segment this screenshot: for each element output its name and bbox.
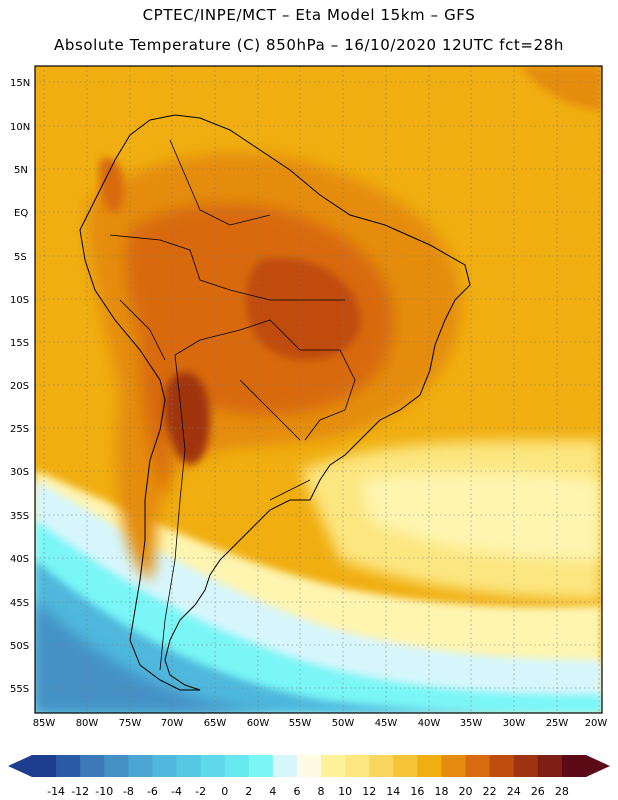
colorbar-swatch [224, 755, 250, 777]
lat-label: 55S [10, 684, 29, 695]
colorbar-tick-label: 20 [459, 785, 473, 798]
colorbar-tick-label: -8 [123, 785, 134, 798]
colorbar-tick-label: 8 [318, 785, 325, 798]
colorbar-swatch [80, 755, 105, 777]
colorbar-tick-label: 2 [245, 785, 252, 798]
colorbar-swatch [345, 755, 370, 777]
lon-label: 85W [33, 718, 56, 729]
colorbar-tick-label: -14 [47, 785, 65, 798]
lat-label: 45S [10, 598, 29, 609]
lon-label: 30W [503, 718, 526, 729]
colorbar-tick-label: -12 [71, 785, 89, 798]
temperature-field [35, 66, 602, 713]
lon-label: 20W [585, 718, 608, 729]
colorbar-swatch [296, 755, 322, 777]
lat-label: 15S [10, 338, 29, 349]
colorbar-tick-label: -4 [171, 785, 182, 798]
lat-label: 10N [10, 122, 30, 133]
south-america-coastline [79, 114, 471, 691]
country-borders [109, 139, 356, 671]
lon-label: 75W [119, 718, 142, 729]
colorbar-swatch [489, 755, 515, 777]
colorbar-tick-label: 10 [338, 785, 352, 798]
colorbar-tick-label: 28 [555, 785, 569, 798]
colorbar: -14 -12 -10 -8 -6 -4 -2 0 2 4 6 8 10 12 14 16 18 20 22 24 26… [8, 755, 610, 798]
colorbar-swatch [441, 755, 467, 777]
colorbar-swatch [537, 755, 563, 777]
colorbar-tick-label: -10 [95, 785, 113, 798]
colorbar-tick-label: 14 [386, 785, 400, 798]
colorbar-tick-label: -6 [147, 785, 158, 798]
colorbar-tick-label: -2 [195, 785, 206, 798]
colorbar-tick-label: 26 [531, 785, 545, 798]
colorbar-tick-label: 22 [483, 785, 497, 798]
lat-label: 30S [10, 467, 29, 478]
colorbar-swatch [128, 755, 153, 777]
colorbar-swatch [152, 755, 178, 777]
lon-label: 70W [161, 718, 184, 729]
colorbar-tick-label: 12 [362, 785, 376, 798]
colorbar-swatch [513, 755, 539, 777]
latitude-labels: 15N 10N 5N EQ 5S 10S 15S 20S 25S 30S 35S… [10, 78, 30, 695]
colorbar-tick-label: 18 [434, 785, 448, 798]
lat-label: 15N [10, 78, 30, 89]
lat-label: 50S [10, 641, 29, 652]
lat-label: 35S [10, 511, 29, 522]
lat-label: 10S [10, 295, 29, 306]
colorbar-swatch [104, 755, 129, 777]
lon-label: 35W [460, 718, 483, 729]
colorbar-swatch [465, 755, 491, 777]
lon-label: 65W [204, 718, 227, 729]
lon-label: 55W [289, 718, 312, 729]
colorbar-swatch [176, 755, 202, 777]
longitude-labels: 85W 80W 75W 70W 65W 60W 55W 50W 45W 40W … [33, 718, 608, 729]
lat-label: 5S [14, 252, 27, 263]
colorbar-swatch [369, 755, 394, 777]
colorbar-tick-label: 0 [221, 785, 228, 798]
lon-label: 60W [247, 718, 270, 729]
colorbar-tick-label: 4 [269, 785, 276, 798]
colorbar-tick-label: 16 [410, 785, 424, 798]
colorbar-swatch [200, 755, 226, 777]
lat-label: 25S [10, 424, 29, 435]
graticule [35, 66, 602, 713]
colorbar-swatch [393, 755, 418, 777]
lon-label: 25W [546, 718, 569, 729]
lon-label: 80W [76, 718, 99, 729]
colorbar-tick-label: 6 [293, 785, 300, 798]
colorbar-min-arrow [8, 755, 32, 777]
map-title: CPTEC/INPE/MCT – Eta Model 15km – GFS [142, 6, 476, 24]
lon-label: 50W [332, 718, 355, 729]
colorbar-swatch [321, 755, 346, 777]
colorbar-swatch [32, 755, 57, 777]
lon-label: 40W [418, 718, 441, 729]
colorbar-swatch [417, 755, 442, 777]
lat-label: EQ [14, 208, 28, 219]
lat-label: 40S [10, 554, 29, 565]
colorbar-swatch [561, 755, 587, 777]
colorbar-tick-label: 24 [507, 785, 521, 798]
map-frame [34, 65, 603, 714]
colorbar-swatch [56, 755, 81, 777]
lat-label: 20S [10, 381, 29, 392]
lat-label: 5N [14, 165, 28, 176]
colorbar-max-arrow [586, 755, 610, 777]
map-subtitle: Absolute Temperature (C) 850hPa – 16/10/… [54, 36, 564, 54]
colorbar-swatch [272, 755, 298, 777]
colorbar-swatch [248, 755, 274, 777]
lon-label: 45W [375, 718, 398, 729]
